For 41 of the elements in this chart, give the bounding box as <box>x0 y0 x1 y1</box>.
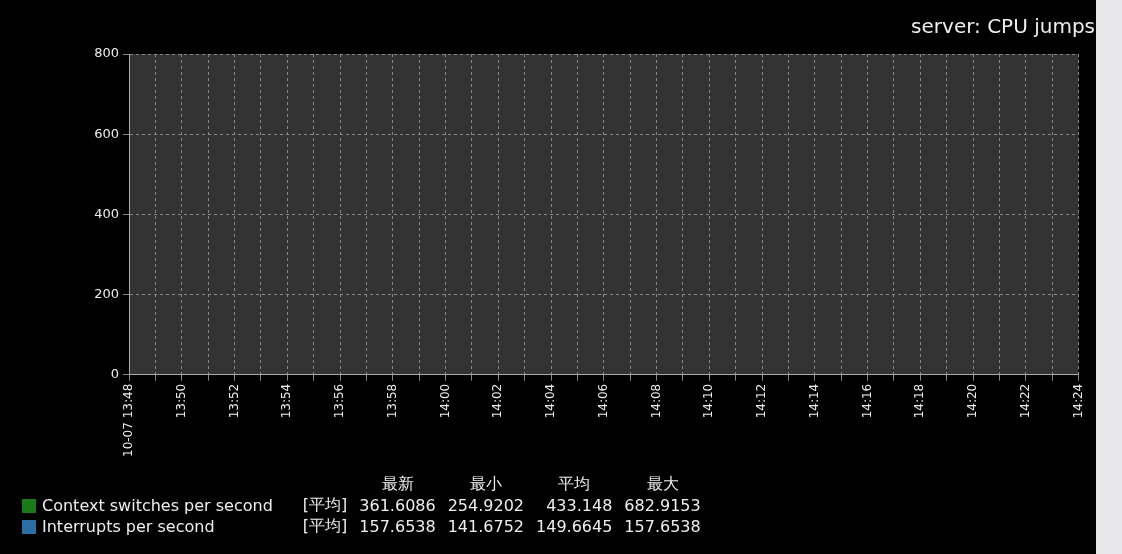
y-tick-label: 200 <box>94 285 119 301</box>
x-tick-label: 14:08 <box>648 383 663 419</box>
x-tick-label: 14:22 <box>1017 383 1032 419</box>
text: [平均] <box>301 516 349 537</box>
text: 433.148 <box>545 495 614 516</box>
text: [平均] <box>301 495 349 516</box>
x-tick-label: 14:02 <box>490 383 505 419</box>
text: 最大 <box>645 474 680 495</box>
text: 361.6086 <box>358 495 437 516</box>
x-tick-label: 13:56 <box>332 383 347 419</box>
x-tick-label: 14:10 <box>701 383 716 419</box>
text: 最新 <box>380 474 415 495</box>
x-tick-label: 14:00 <box>437 383 452 419</box>
x-tick-label: 14:18 <box>912 383 927 419</box>
x-tick-label: 14:16 <box>859 383 874 419</box>
x-tick-label: 14:20 <box>965 383 980 419</box>
y-tick-label: 0 <box>110 366 119 382</box>
y-tick-label: 400 <box>94 205 119 221</box>
legend-label: Interrupts per second <box>41 516 216 537</box>
y-tick-label: 600 <box>94 125 119 141</box>
x-tick-label: 14:12 <box>754 383 769 419</box>
text: 149.6645 <box>535 516 614 537</box>
x-tick-label: 13:58 <box>384 383 399 419</box>
x-tick-label: 14:24 <box>1070 383 1085 419</box>
text: 157.6538 <box>623 516 702 537</box>
text: 254.9202 <box>446 495 525 516</box>
x-tick-label: 13:54 <box>279 383 294 419</box>
x-tick-label: 14:06 <box>595 383 610 419</box>
x-tick-label: 13:50 <box>173 383 188 419</box>
legend-label: Context switches per second <box>41 495 274 516</box>
text: 平均 <box>557 474 592 495</box>
x-tick-label: 14:04 <box>543 383 558 419</box>
text: 141.6752 <box>446 516 525 537</box>
text: 682.9153 <box>623 495 702 516</box>
text: 最小 <box>468 474 503 495</box>
text: 157.6538 <box>358 516 437 537</box>
x-tick-label: 10-07 13:48 <box>121 383 136 457</box>
chart-title: server: CPU jumps <box>911 14 1095 39</box>
x-tick-label: 14:14 <box>806 383 821 419</box>
y-tick-label: 800 <box>94 45 119 61</box>
x-tick-label: 13:52 <box>226 383 241 419</box>
